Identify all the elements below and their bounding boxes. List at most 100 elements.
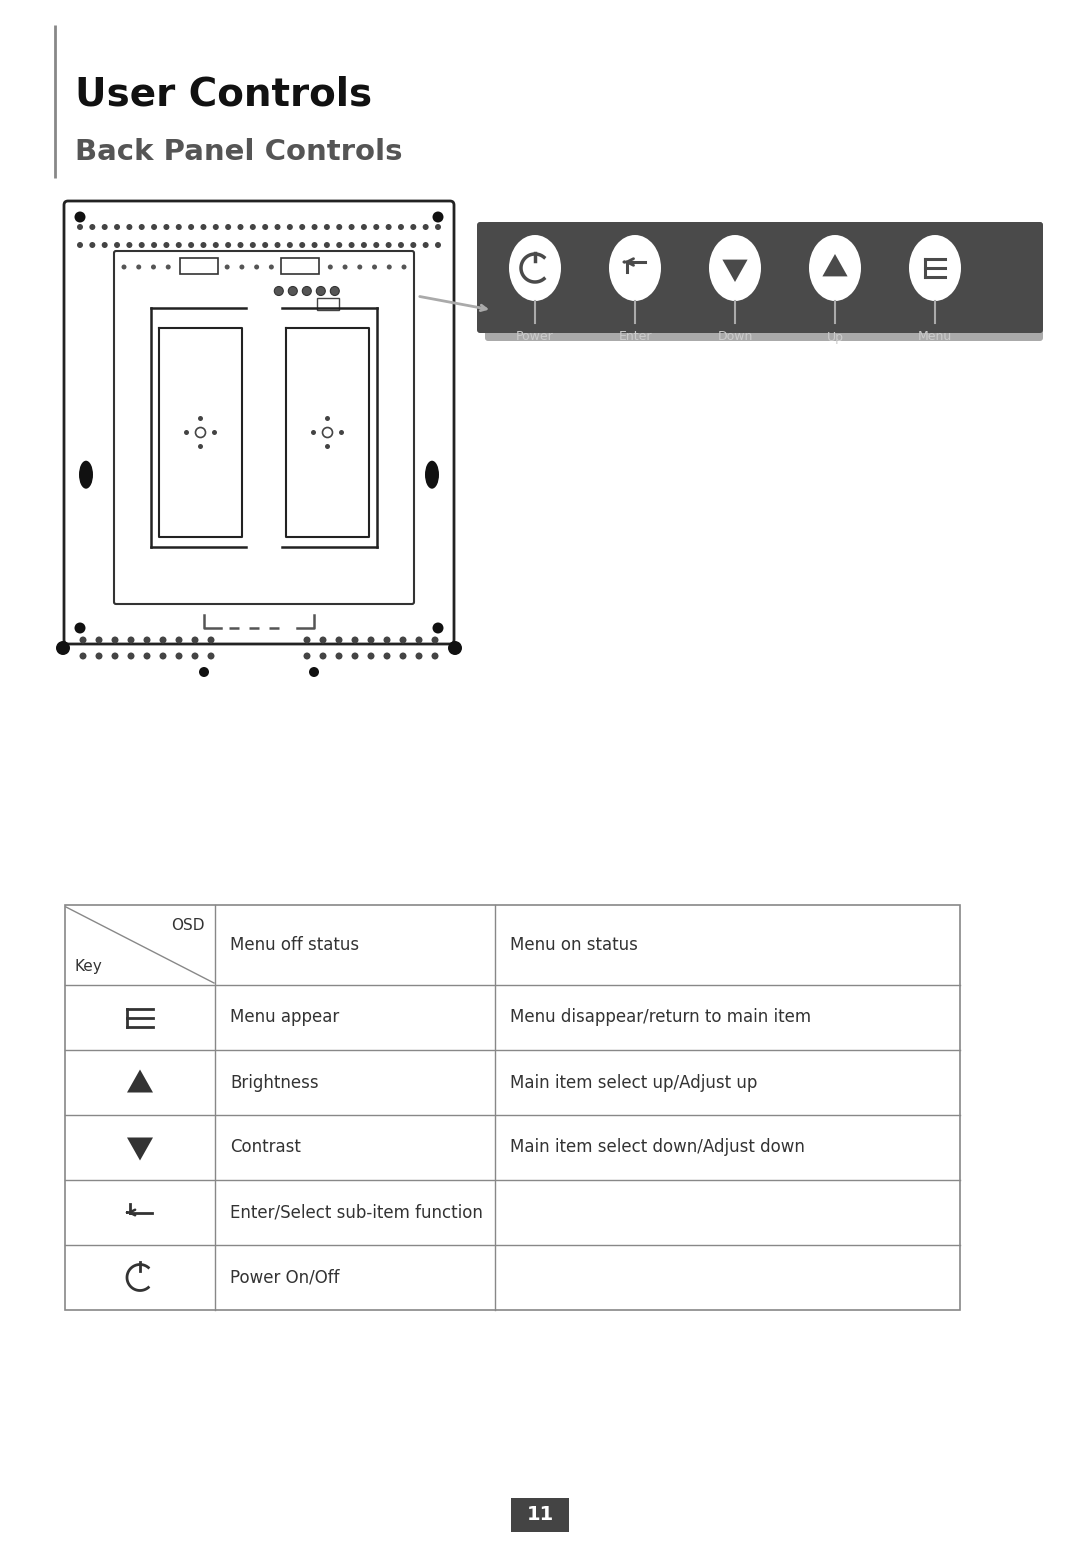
Circle shape bbox=[80, 636, 86, 644]
Circle shape bbox=[351, 636, 359, 644]
Circle shape bbox=[80, 652, 86, 660]
Circle shape bbox=[274, 224, 281, 230]
Circle shape bbox=[136, 264, 141, 269]
Circle shape bbox=[90, 224, 95, 230]
Circle shape bbox=[287, 224, 293, 230]
Circle shape bbox=[212, 430, 217, 435]
Polygon shape bbox=[127, 1069, 153, 1093]
Circle shape bbox=[435, 242, 441, 249]
Circle shape bbox=[299, 242, 306, 249]
Circle shape bbox=[56, 641, 70, 655]
Circle shape bbox=[298, 264, 303, 269]
Circle shape bbox=[324, 224, 329, 230]
Circle shape bbox=[339, 430, 345, 435]
Circle shape bbox=[303, 652, 311, 660]
Circle shape bbox=[309, 667, 319, 677]
Circle shape bbox=[351, 652, 359, 660]
Circle shape bbox=[422, 242, 429, 249]
Bar bbox=[318, 299, 339, 309]
Text: Down: Down bbox=[717, 330, 753, 344]
Circle shape bbox=[361, 224, 367, 230]
Text: Up: Up bbox=[826, 330, 843, 344]
Circle shape bbox=[432, 211, 444, 222]
Circle shape bbox=[336, 652, 342, 660]
Circle shape bbox=[410, 242, 416, 249]
Circle shape bbox=[262, 224, 268, 230]
Text: Menu off status: Menu off status bbox=[230, 936, 360, 953]
Bar bbox=[511, 1497, 569, 1532]
Circle shape bbox=[249, 224, 256, 230]
Circle shape bbox=[299, 224, 306, 230]
Text: Back Panel Controls: Back Panel Controls bbox=[75, 138, 403, 166]
Circle shape bbox=[176, 242, 181, 249]
Text: Power: Power bbox=[516, 330, 554, 344]
Circle shape bbox=[302, 286, 311, 295]
Text: Main item select up/Adjust up: Main item select up/Adjust up bbox=[510, 1074, 757, 1091]
Circle shape bbox=[330, 286, 339, 295]
Circle shape bbox=[397, 242, 404, 249]
Circle shape bbox=[95, 652, 103, 660]
Circle shape bbox=[325, 416, 330, 420]
Circle shape bbox=[111, 636, 119, 644]
Circle shape bbox=[160, 636, 166, 644]
Circle shape bbox=[225, 242, 231, 249]
Circle shape bbox=[201, 242, 206, 249]
Circle shape bbox=[176, 224, 181, 230]
Circle shape bbox=[325, 444, 330, 449]
Circle shape bbox=[324, 242, 329, 249]
Circle shape bbox=[383, 636, 391, 644]
Circle shape bbox=[367, 636, 375, 644]
Circle shape bbox=[284, 264, 288, 269]
Circle shape bbox=[320, 636, 326, 644]
Circle shape bbox=[349, 242, 354, 249]
Ellipse shape bbox=[809, 234, 861, 302]
Text: 11: 11 bbox=[526, 1505, 554, 1524]
Circle shape bbox=[249, 242, 256, 249]
Circle shape bbox=[422, 224, 429, 230]
Circle shape bbox=[111, 652, 119, 660]
Circle shape bbox=[269, 264, 274, 269]
Circle shape bbox=[342, 264, 348, 269]
Circle shape bbox=[400, 636, 406, 644]
Polygon shape bbox=[723, 259, 747, 281]
Circle shape bbox=[165, 264, 171, 269]
Circle shape bbox=[313, 264, 319, 269]
Circle shape bbox=[163, 242, 170, 249]
Circle shape bbox=[435, 224, 441, 230]
Circle shape bbox=[102, 224, 108, 230]
Circle shape bbox=[138, 242, 145, 249]
Circle shape bbox=[75, 211, 85, 222]
Circle shape bbox=[175, 652, 183, 660]
Circle shape bbox=[323, 428, 333, 438]
Text: OSD: OSD bbox=[172, 917, 205, 933]
Circle shape bbox=[144, 636, 150, 644]
Text: Main item select down/Adjust down: Main item select down/Adjust down bbox=[510, 1138, 805, 1157]
Text: User Controls: User Controls bbox=[75, 77, 373, 114]
Circle shape bbox=[238, 224, 243, 230]
Circle shape bbox=[195, 264, 200, 269]
Circle shape bbox=[126, 224, 133, 230]
Circle shape bbox=[311, 224, 318, 230]
Ellipse shape bbox=[426, 461, 438, 489]
Circle shape bbox=[274, 286, 283, 295]
Text: Contrast: Contrast bbox=[230, 1138, 301, 1157]
Circle shape bbox=[225, 224, 231, 230]
Text: Menu: Menu bbox=[918, 330, 953, 344]
Circle shape bbox=[77, 224, 83, 230]
Ellipse shape bbox=[509, 234, 561, 302]
Circle shape bbox=[90, 242, 95, 249]
Circle shape bbox=[210, 264, 215, 269]
Circle shape bbox=[201, 224, 206, 230]
Text: Key: Key bbox=[75, 960, 103, 974]
FancyBboxPatch shape bbox=[114, 252, 414, 603]
Circle shape bbox=[199, 667, 210, 677]
Circle shape bbox=[336, 242, 342, 249]
Circle shape bbox=[127, 636, 135, 644]
Bar bbox=[180, 258, 218, 274]
Circle shape bbox=[432, 652, 438, 660]
Circle shape bbox=[387, 264, 392, 269]
Circle shape bbox=[188, 224, 194, 230]
Circle shape bbox=[77, 242, 83, 249]
Text: Menu on status: Menu on status bbox=[510, 936, 638, 953]
FancyBboxPatch shape bbox=[477, 222, 1043, 333]
